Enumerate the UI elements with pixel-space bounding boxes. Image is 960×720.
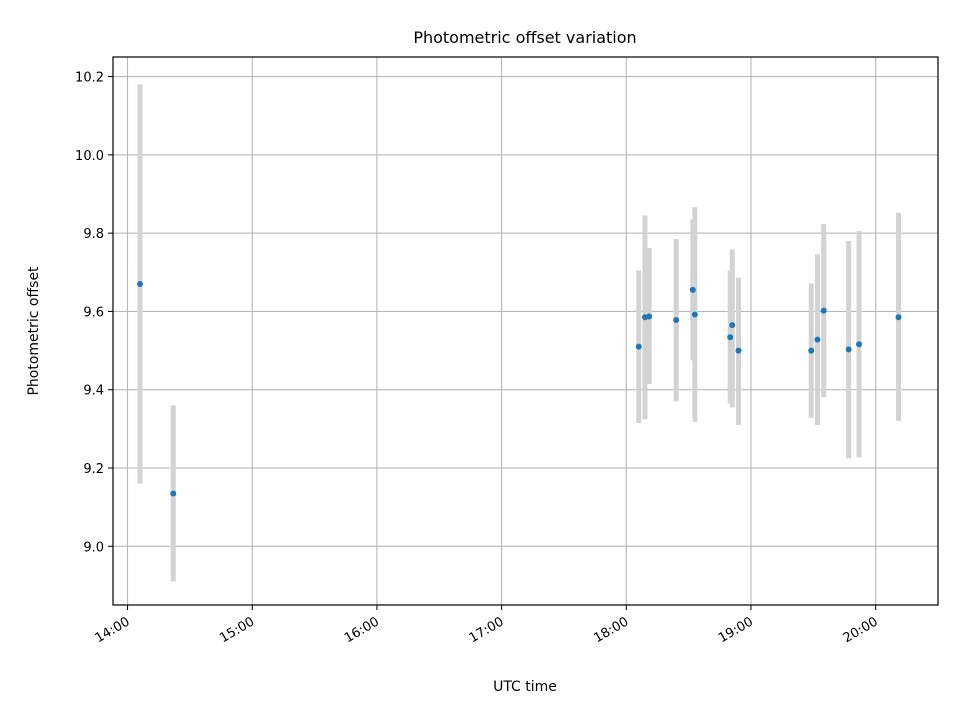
y-tick-label: 10.0 xyxy=(75,149,104,164)
y-tick-label: 9.4 xyxy=(83,384,104,399)
data-point xyxy=(727,334,734,341)
data-point xyxy=(646,313,653,320)
data-point xyxy=(729,322,736,329)
y-tick-label: 9.2 xyxy=(83,462,104,477)
data-point xyxy=(137,281,144,288)
data-point xyxy=(808,347,815,354)
grid xyxy=(113,57,938,605)
data-point xyxy=(814,336,821,343)
data-points xyxy=(137,281,902,497)
y-tick-label: 9.8 xyxy=(83,227,104,242)
data-point xyxy=(689,286,696,293)
data-point xyxy=(635,343,642,350)
data-point xyxy=(856,341,863,348)
x-axis-label: UTC time xyxy=(493,679,557,695)
y-tick-label: 9.0 xyxy=(83,540,104,555)
y-tick-label: 10.2 xyxy=(75,71,104,86)
data-point xyxy=(845,346,852,353)
data-point xyxy=(895,314,902,321)
data-point xyxy=(820,307,827,314)
y-axis-label: Photometric offset xyxy=(26,266,42,396)
data-point xyxy=(691,311,698,318)
plot-frame xyxy=(112,56,939,606)
data-point xyxy=(735,347,742,354)
chart-title: Photometric offset variation xyxy=(413,28,636,47)
data-point xyxy=(673,317,680,324)
data-point xyxy=(170,490,177,497)
y-tick-label: 9.6 xyxy=(83,305,104,320)
